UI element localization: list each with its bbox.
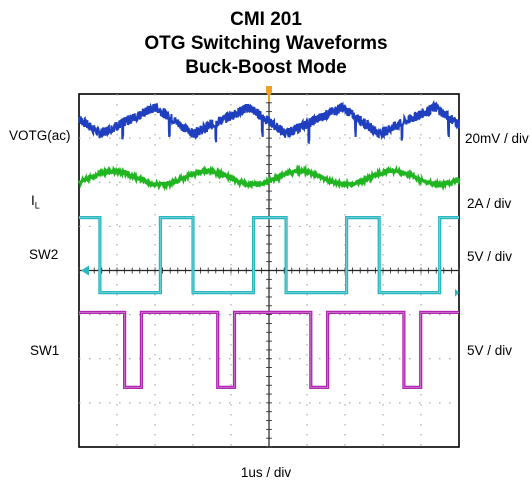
series-sw1-trace-highlight: [78, 312, 460, 388]
sw2-level-marker: [455, 288, 459, 297]
series-scale-sw1: 5V / div: [467, 343, 513, 358]
chart-title: CMI 201: [230, 9, 302, 30]
series-il-trace: [77, 164, 461, 192]
series-label-il-main: I: [31, 193, 35, 208]
sw2-ground-marker: [81, 265, 89, 276]
series-label-votg: VOTG(ac): [9, 128, 71, 143]
series-scale-sw2: 5V / div: [467, 249, 513, 264]
series-votg-trace: [78, 99, 460, 145]
series-sw2-trace-highlight: [78, 217, 460, 293]
series-label-il-sub: L: [34, 200, 40, 211]
series-label-il: IL: [31, 193, 40, 211]
series-label-sw1: SW1: [30, 343, 60, 358]
chart-subtitle-mode: Buck-Boost Mode: [185, 57, 347, 78]
series-scale-il: 2A / div: [467, 196, 512, 211]
series-label-sw2: SW2: [29, 247, 59, 262]
x-axis-label: 1us / div: [240, 465, 292, 480]
chart-subtitle: OTG Switching Waveforms: [144, 33, 388, 54]
series-scale-votg: 20mV / div: [465, 131, 529, 146]
